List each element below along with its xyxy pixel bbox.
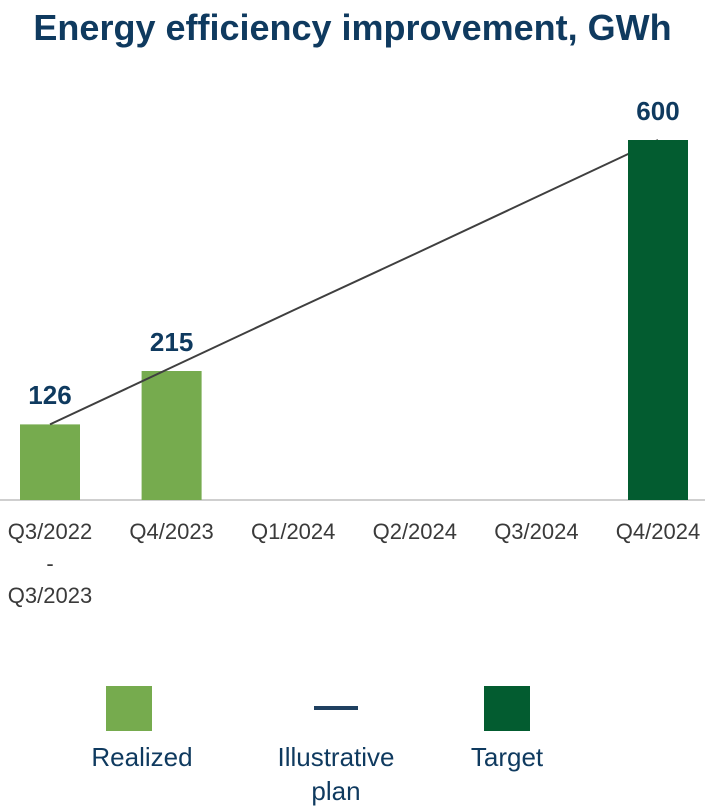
bar	[628, 140, 688, 500]
legend-label: Illustrative plan	[277, 742, 395, 806]
value-label: 126	[28, 380, 72, 411]
plan-line	[49, 139, 659, 426]
x-tick-label: Q1/2024	[250, 519, 336, 544]
x-tick-label: Q3/2022 - Q3/2023	[7, 519, 93, 608]
x-tick-label: Q4/2024	[615, 519, 701, 544]
legend-label: Target	[470, 742, 544, 772]
chart-title: Energy efficiency improvement, GWh	[33, 7, 672, 48]
bar	[141, 371, 202, 500]
x-tick-label: Q3/2024	[494, 519, 579, 544]
x-tick-label: Q2/2024	[372, 519, 457, 544]
value-label: 600	[636, 96, 680, 126]
x-tick-label: Q4/2023	[129, 519, 214, 544]
value-label: 215	[149, 327, 194, 357]
legend-label: Realized	[91, 742, 193, 772]
legend-swatch	[484, 686, 530, 731]
bar	[20, 424, 80, 500]
legend-swatch	[106, 686, 152, 731]
